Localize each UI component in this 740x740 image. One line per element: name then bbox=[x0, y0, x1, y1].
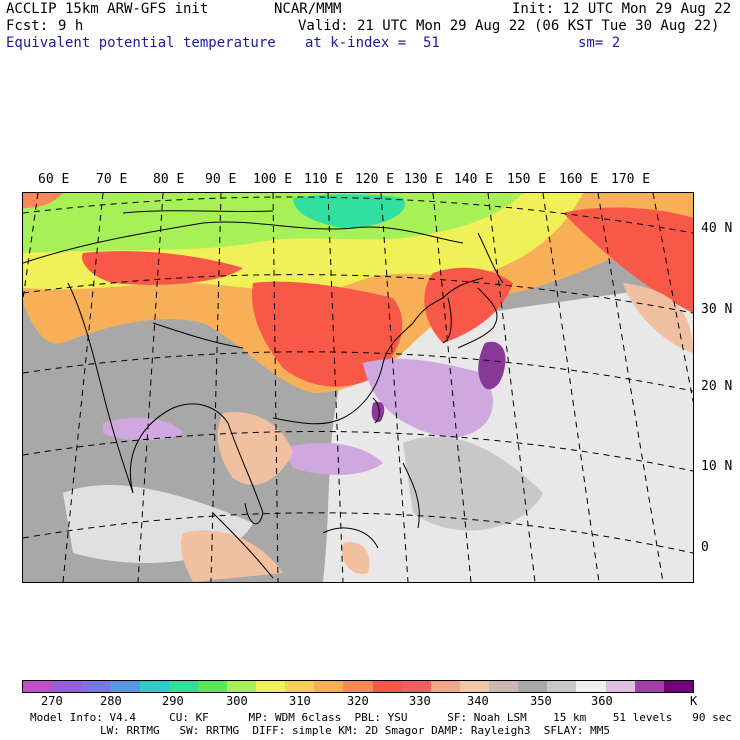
valid-time: Valid: 21 UTC Mon 29 Aug 22 (06 KST Tue … bbox=[298, 18, 720, 34]
lon-label: 60 E bbox=[38, 172, 70, 187]
model-title: ACCLIP 15km ARW-GFS init bbox=[6, 1, 209, 17]
lon-label: 140 E bbox=[454, 172, 494, 187]
colorbar-swatch bbox=[634, 681, 664, 692]
lon-label: 120 E bbox=[355, 172, 395, 187]
lon-label: 70 E bbox=[96, 172, 128, 187]
lat-label: 20 N bbox=[701, 379, 733, 394]
mongolia-core bbox=[293, 194, 405, 228]
physics-info-line: LW: RRTMG SW: RRTMG DIFF: simple KM: 2D … bbox=[100, 724, 610, 737]
colorbar-swatch bbox=[401, 681, 431, 692]
level-info: at k-index = 51 bbox=[305, 35, 440, 51]
typhoon-core bbox=[478, 341, 506, 390]
colorbar bbox=[22, 680, 694, 693]
northeast-hot bbox=[563, 207, 693, 313]
organization: NCAR/MMM bbox=[274, 1, 342, 17]
high-theta-purple-south bbox=[283, 443, 383, 475]
pacific-warm-arc bbox=[623, 283, 693, 353]
northwest-warm bbox=[23, 193, 63, 208]
lon-label: 110 E bbox=[304, 172, 344, 187]
colorbar-swatch bbox=[23, 681, 53, 692]
colorbar-label: 270 bbox=[41, 694, 63, 708]
colorbar-swatch bbox=[343, 681, 373, 692]
colorbar-label: 330 bbox=[409, 694, 431, 708]
ocean-gray-patch bbox=[403, 436, 543, 531]
graticule-latitudes bbox=[23, 196, 693, 554]
forecast-label: Fcst: bbox=[6, 18, 49, 34]
map-svg bbox=[23, 193, 693, 582]
smoothing-info: sm= 2 bbox=[578, 35, 621, 51]
borneo-warm bbox=[342, 542, 370, 574]
colorbar-swatch bbox=[605, 681, 635, 692]
init-time: Init: 12 UTC Mon 29 Aug 22 bbox=[512, 1, 732, 17]
field-name: Equivalent potential temperature bbox=[6, 35, 276, 51]
colorbar-label: 310 bbox=[289, 694, 311, 708]
colorbar-swatch bbox=[285, 681, 315, 692]
colorbar-swatch bbox=[430, 681, 460, 692]
colorbar-label: 320 bbox=[347, 694, 369, 708]
lat-label: 30 N bbox=[701, 302, 733, 317]
colorbar-swatch bbox=[576, 681, 606, 692]
colorbar-label: 350 bbox=[530, 694, 552, 708]
colorbar-unit: K bbox=[690, 694, 698, 708]
colorbar-swatch bbox=[663, 681, 693, 692]
colorbar-swatch bbox=[547, 681, 577, 692]
colorbar-swatch bbox=[226, 681, 256, 692]
map-panel bbox=[22, 192, 694, 583]
colorbar-swatch bbox=[139, 681, 169, 692]
colorbar-label: 290 bbox=[162, 694, 184, 708]
lon-label: 170 E bbox=[611, 172, 651, 187]
colorbar-swatch bbox=[197, 681, 227, 692]
colorbar-swatch bbox=[459, 681, 489, 692]
colorbar-label: 300 bbox=[226, 694, 248, 708]
coastlines bbox=[23, 210, 504, 579]
lon-label: 100 E bbox=[253, 172, 293, 187]
lat-label: 0 bbox=[701, 540, 709, 555]
colorbar-swatch bbox=[168, 681, 198, 692]
colorbar-swatch bbox=[110, 681, 140, 692]
china-hot bbox=[252, 281, 403, 387]
colorbar-swatch bbox=[314, 681, 344, 692]
lat-label: 40 N bbox=[701, 221, 733, 236]
taiwan-purple bbox=[371, 401, 385, 423]
lon-label: 160 E bbox=[559, 172, 599, 187]
high-theta-purple bbox=[363, 358, 493, 438]
colorbar-label: 340 bbox=[467, 694, 489, 708]
colorbar-swatch bbox=[256, 681, 286, 692]
sumatra-warm bbox=[181, 530, 283, 582]
colorbar-swatch bbox=[372, 681, 402, 692]
model-info-line: Model Info: V4.4 CU: KF MP: WDM 6class P… bbox=[30, 711, 732, 724]
high-theta-purple-west bbox=[103, 417, 183, 441]
korea-japan-hot bbox=[424, 267, 513, 343]
lat-label: 10 N bbox=[701, 459, 733, 474]
colorbar-label: 360 bbox=[591, 694, 613, 708]
colorbar-swatch bbox=[518, 681, 548, 692]
colorbar-label: 280 bbox=[100, 694, 122, 708]
lon-label: 90 E bbox=[205, 172, 237, 187]
forecast-hour: 9 h bbox=[58, 18, 84, 34]
colorbar-swatch bbox=[489, 681, 519, 692]
colorbar-swatch bbox=[81, 681, 111, 692]
indochina-warm bbox=[217, 412, 293, 485]
lon-label: 80 E bbox=[153, 172, 185, 187]
lon-label: 150 E bbox=[507, 172, 547, 187]
graticule-longitudes bbox=[23, 193, 693, 582]
colorbar-swatch bbox=[52, 681, 82, 692]
lon-label: 130 E bbox=[404, 172, 444, 187]
